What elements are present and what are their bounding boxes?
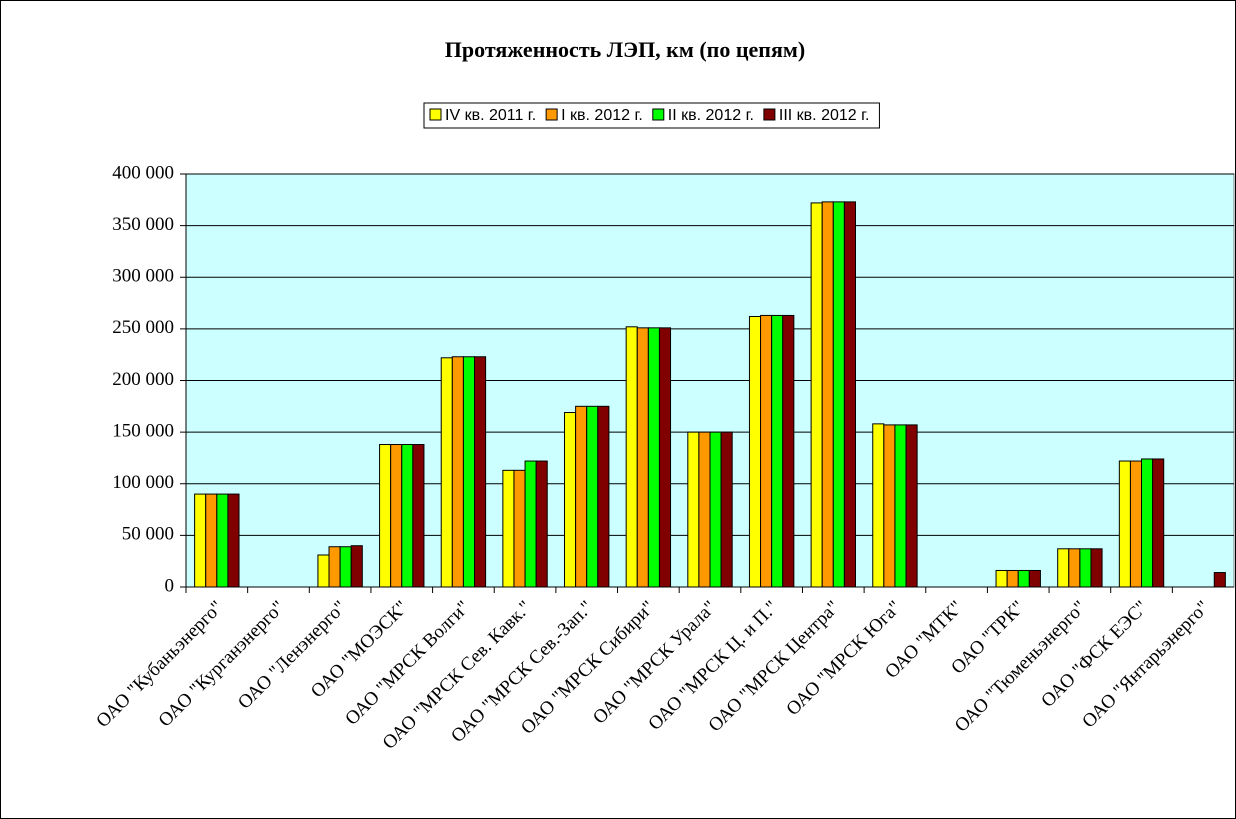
y-tick-label: 50 000 (122, 524, 174, 545)
bar (227, 493, 240, 588)
bar (524, 460, 537, 588)
bar (575, 405, 588, 588)
bar (194, 493, 207, 588)
bar (502, 469, 515, 588)
bar (720, 431, 733, 588)
legend-box (423, 102, 880, 129)
y-tick-label: 400 000 (112, 162, 174, 183)
bar (843, 201, 856, 588)
legend-label: III кв. 2012 г. (779, 107, 870, 124)
bar (832, 201, 845, 588)
bar (412, 444, 425, 588)
chart-title: Протяженность ЛЭП, км (по цепям) (445, 37, 805, 62)
bar (872, 423, 885, 588)
bar (748, 315, 762, 588)
bar (535, 460, 548, 588)
bar (995, 569, 1008, 588)
bar (658, 327, 672, 588)
bar (782, 314, 795, 588)
bar (513, 469, 526, 588)
bar (883, 424, 896, 588)
bar (636, 327, 649, 588)
bar (462, 356, 476, 588)
legend-label: I кв. 2012 г. (561, 107, 643, 124)
legend-swatch (652, 108, 665, 121)
bar (1141, 458, 1154, 588)
bar (1118, 460, 1131, 588)
bar (698, 431, 711, 588)
bar (1006, 569, 1019, 588)
y-tick-label: 350 000 (112, 214, 174, 235)
legend-swatch (545, 108, 558, 121)
bar (760, 314, 773, 588)
bar (1079, 548, 1092, 588)
bar (1017, 569, 1030, 588)
y-tick-label: 100 000 (112, 472, 174, 493)
bar (451, 356, 464, 588)
bar (1028, 569, 1041, 588)
bar (625, 326, 638, 588)
legend-swatch (429, 108, 442, 121)
y-tick-label: 250 000 (112, 317, 174, 338)
y-tick-label: 150 000 (112, 420, 174, 441)
bar (1152, 458, 1165, 588)
bar (350, 545, 363, 588)
bar (771, 314, 784, 588)
bar (894, 424, 907, 588)
bar (440, 357, 453, 588)
bar (597, 405, 610, 588)
y-tick-label: 0 (165, 575, 175, 596)
legend-swatch (763, 108, 776, 121)
bar (328, 546, 341, 588)
bar (1129, 460, 1143, 588)
bar (586, 405, 599, 588)
bar (379, 444, 392, 588)
bar (317, 554, 330, 588)
y-tick-label: 200 000 (112, 369, 174, 390)
bar (216, 493, 229, 588)
bar (205, 493, 218, 588)
bar (401, 444, 414, 588)
bar (390, 444, 403, 588)
legend-label: IV кв. 2011 г. (445, 107, 536, 124)
bar (709, 431, 722, 588)
bar (339, 546, 352, 588)
bar (905, 424, 918, 588)
bar (821, 201, 834, 588)
bar (687, 431, 700, 588)
bar (810, 202, 823, 588)
bar (474, 356, 487, 588)
legend-label: II кв. 2012 г. (668, 107, 754, 124)
bar (1213, 572, 1226, 588)
bar (1090, 548, 1103, 588)
y-tick-label: 300 000 (112, 266, 174, 287)
bar (1057, 548, 1070, 588)
bar (564, 412, 577, 588)
bar (1068, 548, 1081, 588)
bar (647, 327, 660, 588)
